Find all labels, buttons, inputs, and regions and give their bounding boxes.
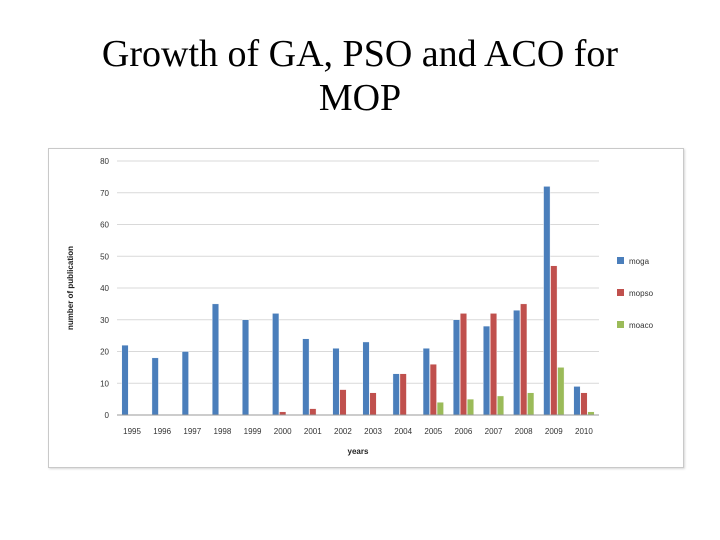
bar-moga-2008 — [513, 310, 521, 416]
bar-moaco-2005 — [436, 402, 444, 416]
bar-mopso-2010 — [580, 392, 588, 416]
bar-mopso-2005 — [429, 363, 437, 416]
y-axis-title: number of publication — [66, 246, 75, 330]
bar-mopso-2008 — [520, 303, 528, 416]
bar-moga-2010 — [573, 386, 581, 416]
bar-mopso-2007 — [490, 313, 498, 416]
slide-title-line-1: Growth of GA, PSO and ACO for — [101, 33, 619, 75]
x-tick-label: 2009 — [545, 427, 563, 436]
x-tick-label: 2004 — [394, 427, 412, 436]
legend-swatch-moaco — [617, 321, 624, 328]
bar-moaco-2007 — [497, 395, 505, 416]
x-tick-label: 2008 — [515, 427, 533, 436]
x-tick-label: 2001 — [304, 427, 322, 436]
y-tick-label: 40 — [100, 284, 109, 293]
bar-mopso-2003 — [369, 392, 377, 416]
bar-mopso-2009 — [550, 265, 558, 416]
bar-moga-2001 — [302, 338, 310, 416]
legend: moga mopso moaco — [617, 257, 654, 330]
y-tick-label: 0 — [105, 411, 110, 420]
bar-moga-2009 — [543, 186, 551, 416]
bars — [121, 186, 595, 416]
x-tick-label: 2002 — [334, 427, 352, 436]
x-tick-label: 1998 — [214, 427, 232, 436]
chart-frame: 0 10 20 30 40 50 60 70 80 1995 1996 1997 1998 1999 20… — [48, 148, 684, 468]
y-tick-label: 70 — [100, 189, 109, 198]
legend-label-moaco: moaco — [629, 321, 654, 330]
bar-moga-1997 — [181, 351, 189, 416]
x-tick-label: 1997 — [183, 427, 201, 436]
y-tick-label: 80 — [100, 157, 109, 166]
x-tick-label: 1996 — [153, 427, 171, 436]
x-tick-label: 2003 — [364, 427, 382, 436]
legend-swatch-mopso — [617, 289, 624, 296]
legend-label-moga: moga — [629, 257, 650, 266]
x-tick-label: 2005 — [424, 427, 442, 436]
x-tick-label: 2010 — [575, 427, 593, 436]
bar-moga-2006 — [452, 319, 460, 416]
bar-moga-2003 — [362, 341, 370, 416]
y-tick-label: 50 — [100, 252, 109, 261]
bar-mopso-2002 — [339, 389, 347, 416]
bar-moga-2007 — [483, 325, 491, 416]
y-tick-labels: 0 10 20 30 40 50 60 70 80 — [100, 157, 109, 420]
bar-moaco-2008 — [527, 392, 535, 416]
bar-chart: 0 10 20 30 40 50 60 70 80 1995 1996 1997 1998 1999 20… — [66, 157, 654, 456]
x-tick-label: 1999 — [244, 427, 262, 436]
bar-moga-2005 — [422, 348, 430, 416]
x-tick-label: 2000 — [274, 427, 292, 436]
y-tick-label: 10 — [100, 379, 109, 388]
x-tick-label: 1995 — [123, 427, 141, 436]
bar-mopso-2004 — [399, 373, 407, 416]
bar-mopso-2001 — [309, 408, 317, 416]
x-tick-label: 2006 — [455, 427, 473, 436]
bar-moga-1999 — [242, 319, 250, 416]
bar-moga-2004 — [392, 373, 400, 416]
slide-title: Growth of GA, PSO and ACO for MOP — [0, 32, 720, 120]
bar-moga-2000 — [272, 313, 280, 416]
y-tick-label: 60 — [100, 221, 109, 230]
x-axis-title: years — [348, 447, 369, 456]
bar-moga-1998 — [211, 303, 219, 416]
bar-moga-1996 — [151, 357, 159, 416]
bar-moaco-2009 — [557, 367, 565, 416]
x-tick-label: 2007 — [485, 427, 503, 436]
legend-swatch-moga — [617, 257, 624, 264]
x-tick-labels: 1995 1996 1997 1998 1999 2000 2001 2002 2003 2004… — [123, 427, 593, 436]
slide-title-line-2: MOP — [318, 77, 402, 119]
bar-mopso-2006 — [459, 313, 467, 416]
legend-label-mopso: mopso — [629, 289, 654, 298]
bar-moga-1995 — [121, 344, 129, 416]
y-tick-label: 30 — [100, 316, 109, 325]
y-tick-label: 20 — [100, 348, 109, 357]
gridlines — [117, 160, 599, 384]
bar-moaco-2006 — [466, 398, 474, 416]
bar-moga-2002 — [332, 348, 340, 416]
